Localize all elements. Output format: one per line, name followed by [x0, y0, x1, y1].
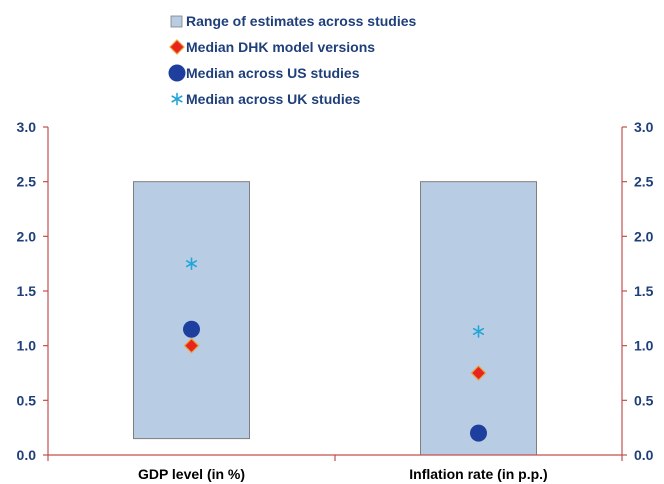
legend-marker-diamond [169, 39, 185, 55]
right-tick-label: 1.5 [634, 283, 654, 299]
diamond-point [470, 365, 487, 381]
left-tick-label: 0.0 [17, 447, 37, 463]
legend-label: Median across UK studies [186, 91, 360, 107]
range-bars [133, 181, 537, 456]
legend-label: Median across US studies [186, 65, 360, 81]
right-tick-label: 2.5 [634, 174, 654, 190]
circle-point [470, 424, 487, 442]
left-tick-label: 3.0 [17, 119, 37, 135]
markers [183, 257, 487, 442]
asterisk-point [185, 257, 198, 270]
left-tick-label: 2.5 [17, 174, 37, 190]
circle-point [183, 320, 200, 338]
right-tick-label: 2.0 [634, 228, 654, 244]
legend: Range of estimates across studies Median … [168, 13, 417, 107]
diamond-point [183, 337, 200, 354]
legend-marker-asterisk [171, 92, 183, 106]
left-tick-label: 2.0 [17, 228, 37, 244]
right-tick-label: 3.0 [634, 119, 654, 135]
right-tick-label: 0.5 [634, 392, 654, 408]
asterisk-stroke [171, 95, 183, 103]
left-tick-label: 1.0 [17, 338, 37, 354]
left-tick-label: 0.5 [17, 392, 37, 408]
right-tick-label: 0.0 [634, 447, 654, 463]
asterisk-stroke [185, 260, 198, 268]
asterisk-point [472, 325, 485, 338]
legend-marker-range [170, 15, 183, 28]
right-tick-label: 1.0 [634, 338, 654, 354]
category-label: GDP level (in %) [138, 466, 245, 482]
legend-label: Range of estimates across studies [186, 13, 417, 29]
left-tick-label: 1.5 [17, 283, 37, 299]
axes: 0.0 0.0 0.5 0.5 1.0 1.0 1.5 1.5 2.0 2.0 2.5 2.5 3.0 3… [17, 119, 654, 482]
asterisk-stroke [472, 327, 485, 336]
range-bar [420, 181, 537, 456]
legend-label: Median DHK model versions [186, 39, 375, 55]
category-label: Inflation rate (in p.p.) [409, 466, 547, 482]
legend-marker-circle [168, 64, 186, 82]
range-bar [133, 181, 250, 440]
